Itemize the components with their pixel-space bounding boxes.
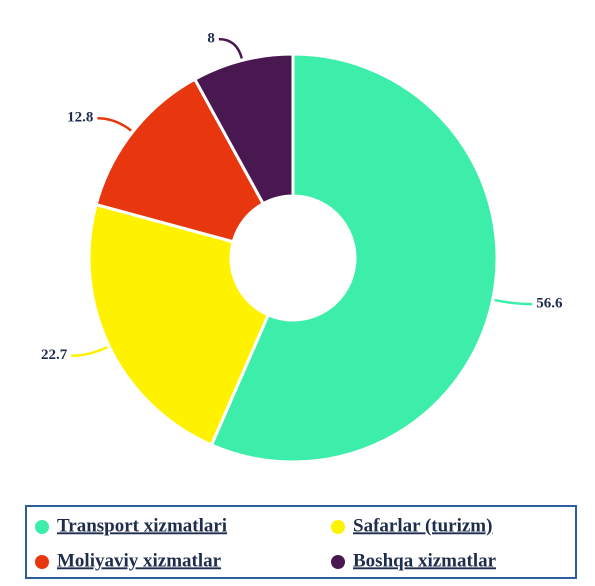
legend-marker xyxy=(35,555,49,569)
legend-label: Transport xizmatlari xyxy=(57,515,227,536)
data-label: 56.6 xyxy=(536,296,563,312)
legend-label: Safarlar (turizm) xyxy=(353,515,492,536)
legend-label: Moliyaviy xizmatlar xyxy=(57,550,222,571)
legend-label: Boshqa xizmatlar xyxy=(353,550,497,571)
leader-line xyxy=(97,116,132,132)
data-label: 8 xyxy=(207,31,215,47)
slice xyxy=(209,52,499,464)
legend-box xyxy=(25,505,577,579)
data-label: 22.7 xyxy=(41,347,68,363)
slice xyxy=(94,77,266,244)
slice xyxy=(87,202,271,447)
legend-marker xyxy=(35,520,49,534)
legend-marker xyxy=(331,520,345,534)
leader-line xyxy=(71,345,108,357)
leader-line xyxy=(218,37,244,59)
slice xyxy=(192,52,295,206)
data-label: 12.8 xyxy=(67,110,93,126)
legend-marker xyxy=(331,555,345,569)
leader-line xyxy=(494,298,533,306)
